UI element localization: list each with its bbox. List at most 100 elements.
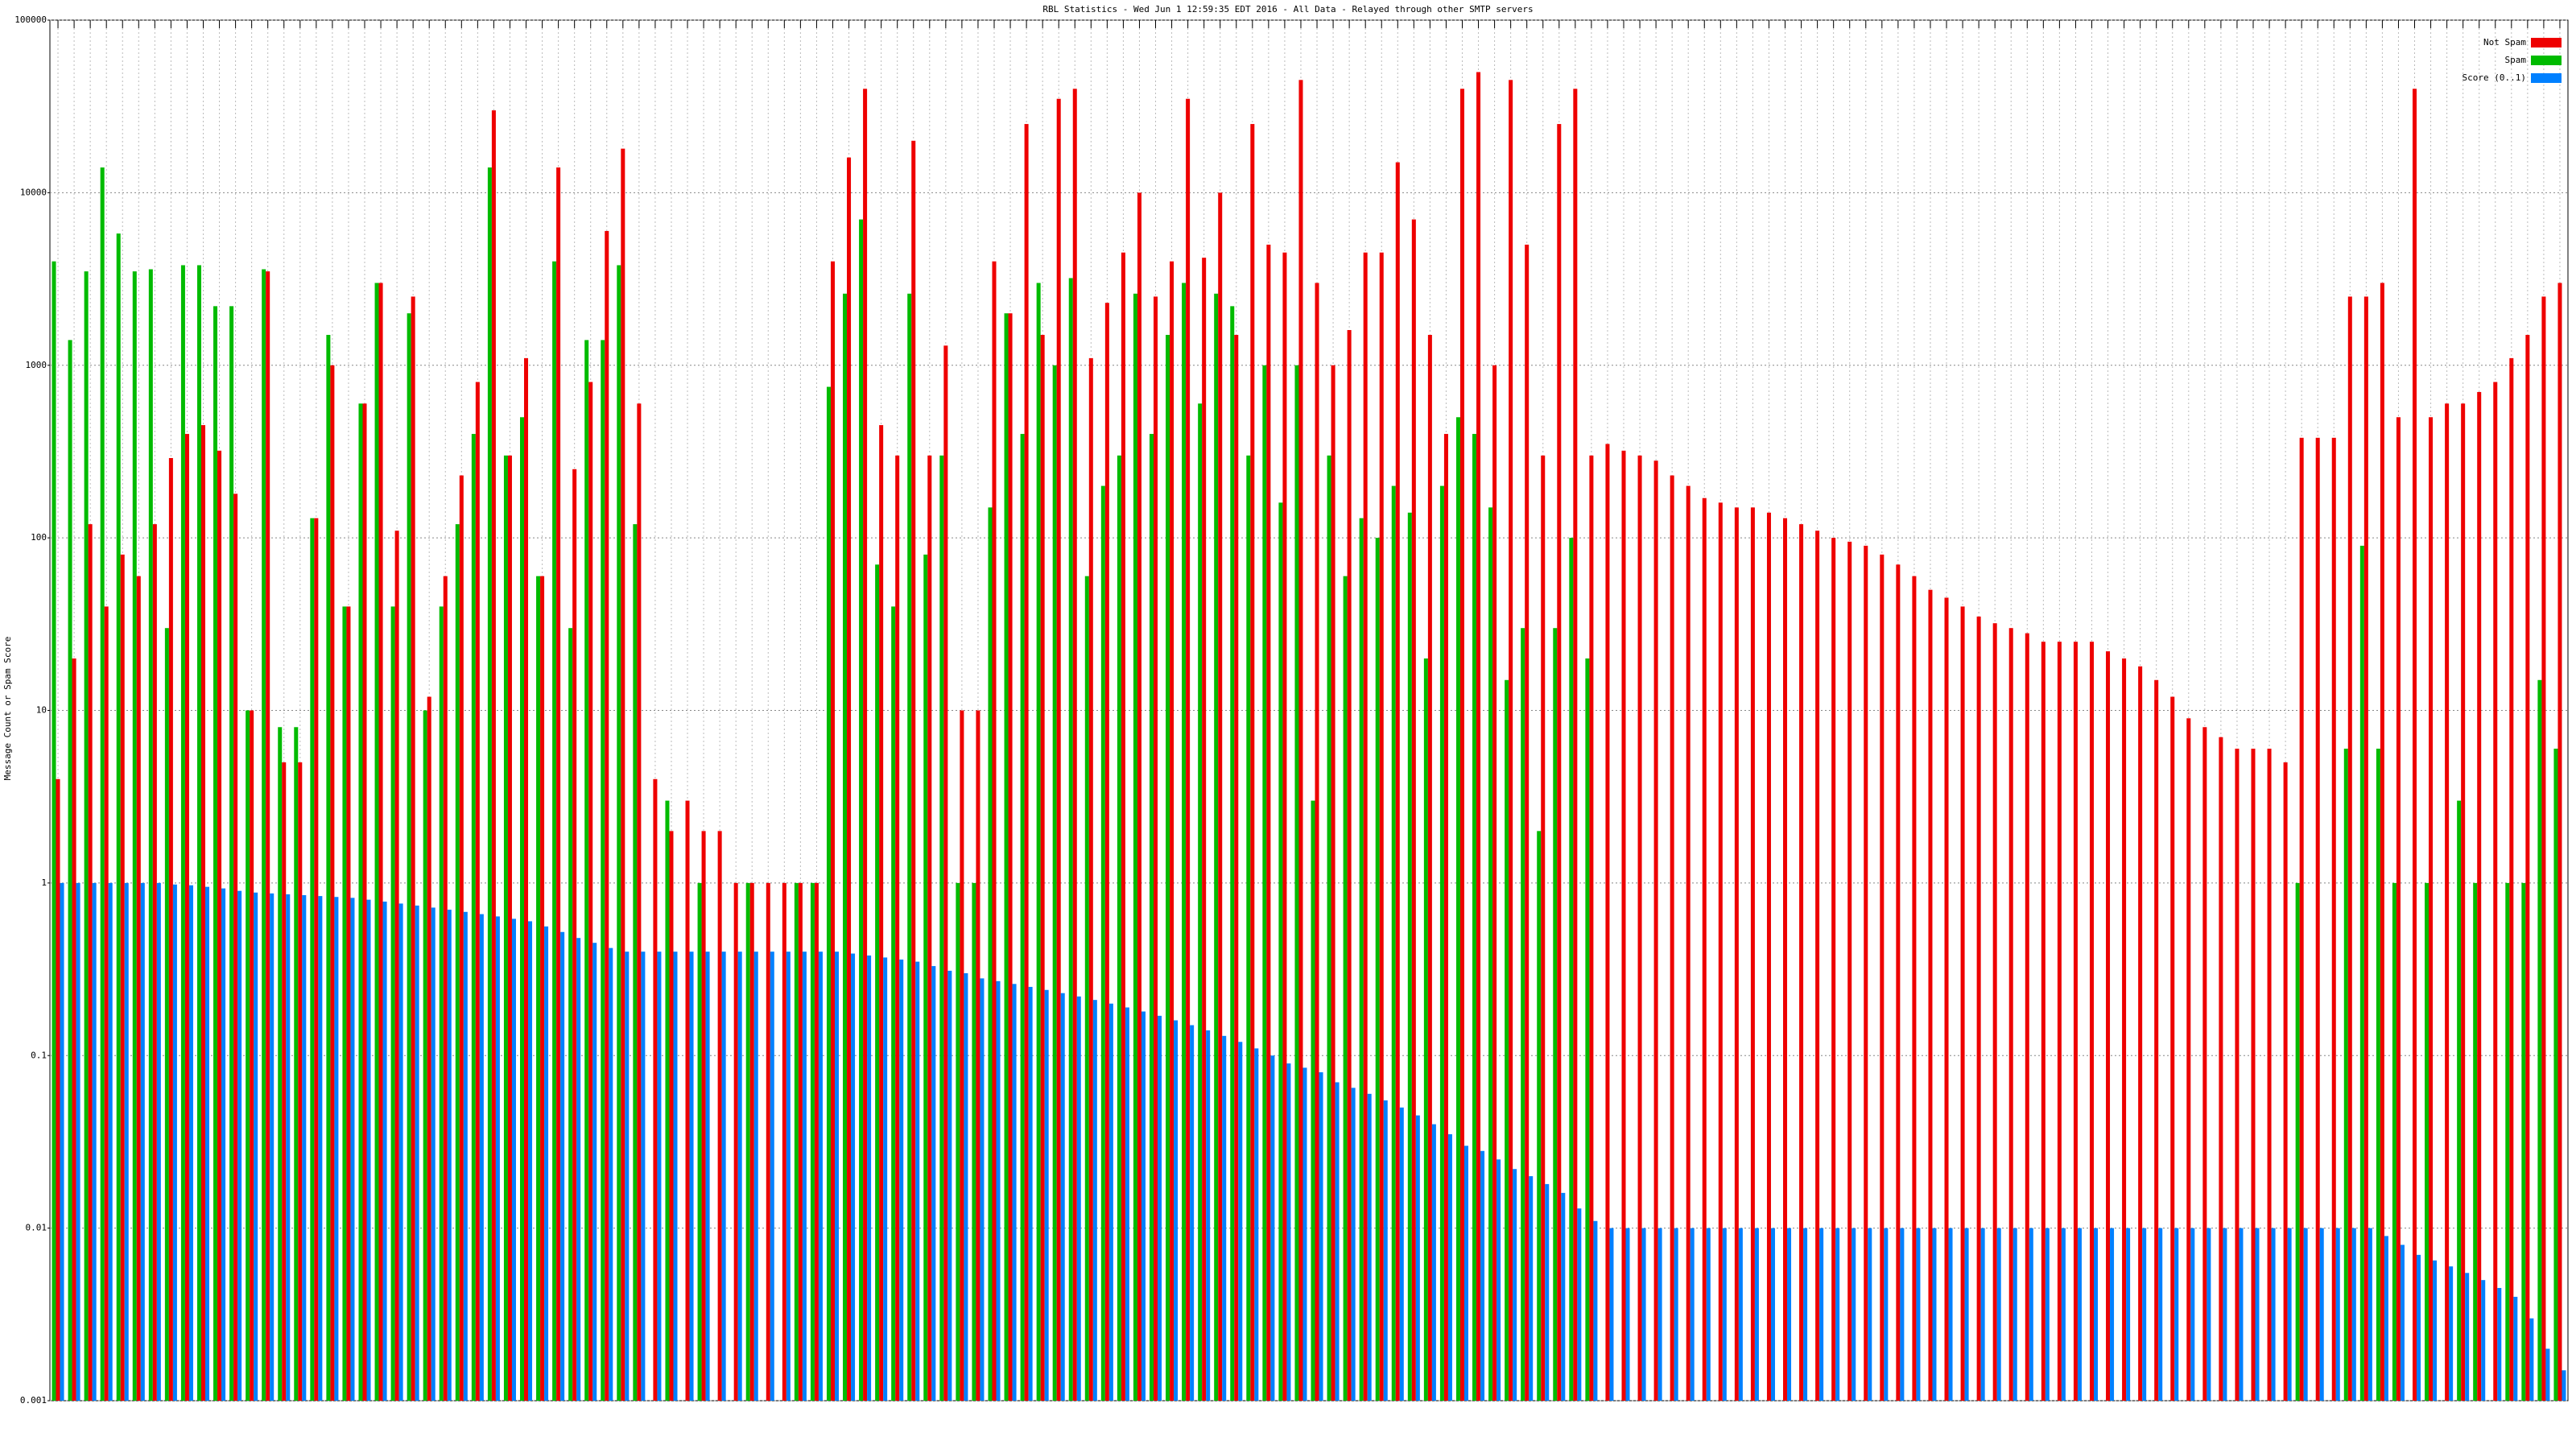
bar bbox=[1706, 1228, 1711, 1401]
legend-swatch bbox=[2531, 73, 2562, 83]
bar bbox=[124, 882, 129, 1401]
bar bbox=[536, 576, 541, 1401]
bar bbox=[76, 882, 80, 1401]
bar bbox=[2461, 403, 2466, 1401]
bar bbox=[641, 952, 646, 1401]
bar bbox=[1133, 293, 1137, 1402]
bar bbox=[507, 455, 512, 1402]
bar bbox=[1121, 252, 1125, 1402]
bar bbox=[2457, 800, 2462, 1401]
bar bbox=[52, 261, 56, 1402]
bar bbox=[1266, 244, 1271, 1401]
bar bbox=[2008, 628, 2013, 1401]
bar bbox=[830, 261, 835, 1402]
bar bbox=[2315, 437, 2320, 1401]
bar bbox=[180, 265, 185, 1402]
bar bbox=[637, 403, 642, 1401]
bar bbox=[2376, 749, 2380, 1401]
bar bbox=[605, 230, 609, 1401]
bar bbox=[1294, 365, 1299, 1401]
bar bbox=[2473, 882, 2478, 1401]
bar bbox=[1718, 502, 1723, 1402]
bar bbox=[116, 233, 121, 1402]
bar bbox=[326, 335, 331, 1401]
legend-swatch bbox=[2531, 38, 2562, 47]
bar bbox=[2413, 89, 2417, 1402]
bar bbox=[1852, 1228, 1856, 1401]
bar bbox=[1541, 455, 1546, 1402]
bar bbox=[927, 455, 932, 1402]
bar bbox=[1379, 252, 1384, 1402]
bar bbox=[2505, 882, 2510, 1401]
bar bbox=[1864, 545, 1868, 1401]
bar bbox=[2057, 642, 2062, 1401]
bar bbox=[1505, 679, 1509, 1401]
bar bbox=[867, 955, 872, 1401]
bar bbox=[2283, 762, 2288, 1401]
bar bbox=[1230, 306, 1235, 1401]
bar bbox=[495, 916, 500, 1401]
bar bbox=[314, 518, 319, 1401]
bar bbox=[1847, 541, 1852, 1401]
bar bbox=[120, 554, 125, 1401]
y-tick-label: 100 bbox=[31, 532, 47, 543]
bar bbox=[1815, 530, 1820, 1401]
bar bbox=[1783, 518, 1788, 1401]
bar bbox=[1012, 984, 1017, 1401]
bar bbox=[2190, 1228, 2195, 1401]
bar bbox=[753, 952, 758, 1401]
bar bbox=[204, 886, 210, 1401]
bar bbox=[358, 403, 363, 1401]
bar bbox=[1359, 518, 1364, 1401]
bar bbox=[463, 911, 468, 1401]
bar bbox=[1254, 1048, 1259, 1401]
bar bbox=[100, 167, 105, 1401]
bar bbox=[330, 365, 335, 1401]
bar bbox=[266, 271, 270, 1401]
bar bbox=[721, 952, 726, 1401]
bar bbox=[2425, 882, 2429, 1401]
bar bbox=[310, 518, 315, 1401]
bar bbox=[851, 953, 856, 1401]
bar bbox=[1238, 1042, 1243, 1401]
bar bbox=[2351, 1228, 2356, 1401]
bar bbox=[1141, 1011, 1146, 1401]
bar bbox=[794, 882, 799, 1401]
y-tick-label: 0.001 bbox=[20, 1395, 47, 1406]
bar bbox=[1605, 444, 1610, 1401]
bar bbox=[1912, 576, 1917, 1401]
bar bbox=[1056, 98, 1061, 1402]
bar bbox=[2029, 1228, 2033, 1401]
bar bbox=[1125, 1007, 1129, 1401]
bar bbox=[1311, 800, 1315, 1401]
bar bbox=[1170, 261, 1174, 1402]
bar bbox=[2045, 1228, 2050, 1401]
bar bbox=[1674, 1228, 1678, 1401]
bar bbox=[1335, 1082, 1340, 1401]
bar bbox=[366, 899, 371, 1401]
bar bbox=[1411, 219, 1416, 1401]
bar bbox=[237, 890, 242, 1401]
bar bbox=[411, 296, 415, 1401]
bar bbox=[398, 903, 403, 1401]
bar bbox=[540, 576, 545, 1401]
bar bbox=[947, 970, 952, 1401]
bar bbox=[2477, 391, 2482, 1401]
bar bbox=[459, 475, 464, 1401]
bar bbox=[576, 938, 581, 1401]
bar bbox=[1319, 1072, 1323, 1401]
bar bbox=[168, 457, 173, 1401]
bar bbox=[879, 425, 884, 1402]
bar bbox=[1480, 1150, 1485, 1401]
bar bbox=[911, 140, 916, 1402]
bar bbox=[196, 265, 201, 1402]
bar bbox=[2562, 1370, 2566, 1401]
bar bbox=[1315, 283, 1319, 1401]
bar bbox=[2077, 1228, 2082, 1401]
bar bbox=[1637, 455, 1642, 1402]
bar bbox=[1670, 475, 1674, 1401]
bar bbox=[221, 888, 226, 1401]
bar bbox=[374, 283, 379, 1401]
bar bbox=[1928, 589, 1933, 1401]
